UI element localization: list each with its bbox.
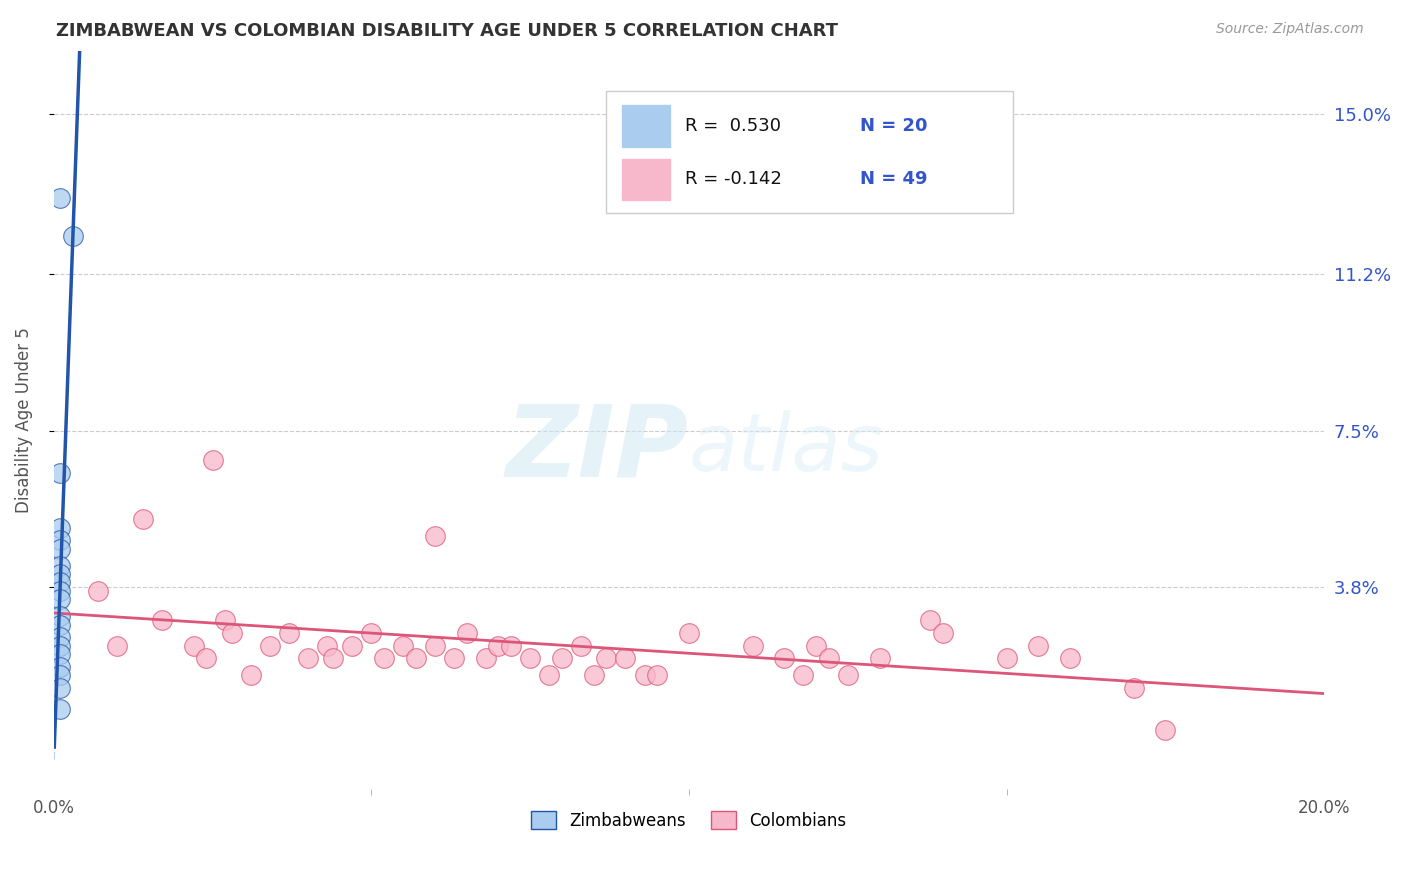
Point [474,651,496,665]
Point [195,651,218,665]
Point [49,558,72,573]
Point [804,639,827,653]
Point [49,702,72,716]
Point [423,529,446,543]
Point [995,651,1018,665]
Point [773,651,796,665]
Point [49,617,72,632]
Point [1026,639,1049,653]
Point [405,651,427,665]
Point [423,639,446,653]
Point [49,520,72,534]
Point [1059,651,1081,665]
Point [538,668,561,682]
Point [49,681,72,695]
Point [277,626,299,640]
Point [49,191,72,205]
Point [501,639,523,653]
Point [105,639,128,653]
Point [49,660,72,674]
Point [322,651,344,665]
FancyBboxPatch shape [606,91,1012,213]
Point [49,668,72,682]
Text: N = 49: N = 49 [860,170,928,188]
Point [645,668,668,682]
Point [221,626,243,640]
Point [214,614,236,628]
Point [49,630,72,644]
Point [817,651,839,665]
Legend: Zimbabweans, Colombians: Zimbabweans, Colombians [524,805,853,837]
Point [1154,723,1177,738]
Point [614,651,637,665]
Text: ZIP: ZIP [506,401,689,498]
Point [316,639,339,653]
Point [488,639,510,653]
Point [373,651,395,665]
Point [932,626,955,640]
Point [920,614,942,628]
Point [678,626,700,640]
Point [519,651,541,665]
Point [49,533,72,548]
Point [443,651,465,665]
Point [49,466,72,480]
Point [741,639,763,653]
Text: Source: ZipAtlas.com: Source: ZipAtlas.com [1216,22,1364,37]
Point [150,614,173,628]
Text: ZIMBABWEAN VS COLOMBIAN DISABILITY AGE UNDER 5 CORRELATION CHART: ZIMBABWEAN VS COLOMBIAN DISABILITY AGE U… [56,22,838,40]
Point [49,575,72,590]
Point [259,639,281,653]
Point [49,639,72,653]
FancyBboxPatch shape [621,105,669,146]
Text: N = 20: N = 20 [860,117,928,135]
Point [132,512,155,526]
Point [342,639,364,653]
Point [392,639,415,653]
Point [49,647,72,661]
Point [49,541,72,556]
Point [456,626,478,640]
Point [49,609,72,624]
Y-axis label: Disability Age Under 5: Disability Age Under 5 [15,327,32,513]
Point [87,583,110,598]
Point [239,668,262,682]
Point [792,668,814,682]
Point [551,651,574,665]
Point [201,453,224,467]
Point [595,651,617,665]
Point [1122,681,1144,695]
Point [49,583,72,598]
Text: R =  0.530: R = 0.530 [685,117,782,135]
Point [183,639,205,653]
Point [837,668,859,682]
Point [62,229,84,244]
Point [297,651,319,665]
Point [869,651,891,665]
Point [633,668,655,682]
Text: R = -0.142: R = -0.142 [685,170,782,188]
Point [360,626,382,640]
FancyBboxPatch shape [621,159,669,200]
Point [49,592,72,607]
Point [582,668,605,682]
Point [569,639,592,653]
Point [49,566,72,581]
Text: atlas: atlas [689,410,884,489]
